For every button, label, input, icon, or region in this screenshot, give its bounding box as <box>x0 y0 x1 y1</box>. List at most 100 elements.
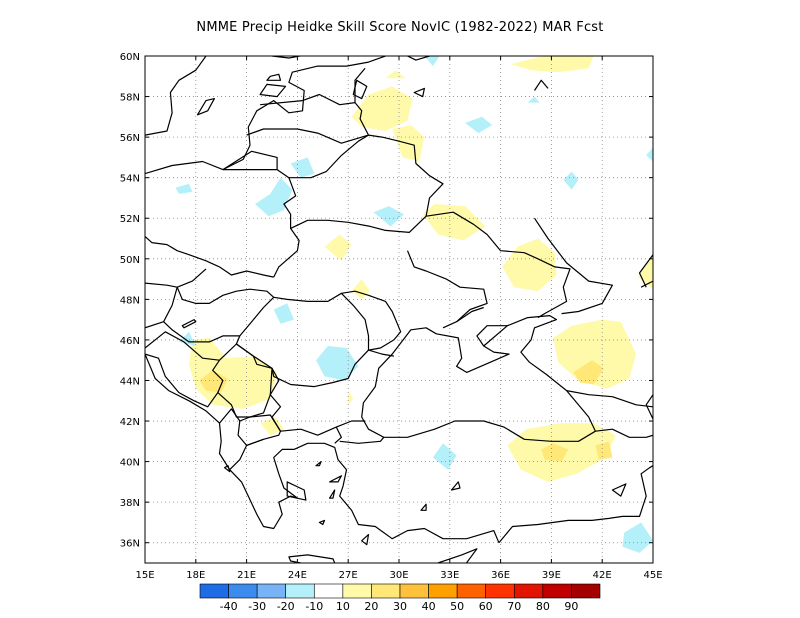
border-bulgaria <box>269 368 366 436</box>
island-naxos <box>318 519 326 526</box>
positive-skill-patch <box>553 319 637 389</box>
island-hiiumaa <box>266 73 282 81</box>
colorbar-label: -30 <box>248 600 266 613</box>
coast-adriatic <box>145 353 500 543</box>
positive-skill-patch <box>351 86 413 131</box>
island-euboea <box>286 481 307 501</box>
positive-skill-patch <box>502 238 557 292</box>
caspian-coast <box>645 394 653 420</box>
colorbar-label: 90 <box>564 600 578 613</box>
lon-tick-label: 30E <box>389 570 408 581</box>
border-latvia-estonia <box>260 93 370 136</box>
border-turkey-east <box>595 428 653 438</box>
lat-tick-label: 50N <box>120 255 140 266</box>
coast-finland <box>271 56 304 59</box>
lat-tick-label: 60N <box>120 52 140 63</box>
lon-tick-label: 36E <box>491 570 510 581</box>
lat-lon-gridlines <box>145 56 653 563</box>
lon-tick-label: 21E <box>237 570 256 581</box>
lon-tick-label: 15E <box>135 570 154 581</box>
colorbar-swatch <box>571 583 601 599</box>
negative-skill-patch <box>646 147 653 162</box>
colorbar-label: 10 <box>336 600 350 613</box>
positive-skill-patch <box>637 252 653 290</box>
border-estonia-russia <box>354 67 366 103</box>
positive-skill-patch <box>385 70 406 79</box>
lake-beysehir <box>420 503 427 511</box>
island-cyprus-west <box>437 548 478 563</box>
lon-tick-label: 42E <box>593 570 612 581</box>
colorbar-swatch <box>199 583 229 599</box>
negative-skill-patch <box>432 443 457 470</box>
chart-title: NMME Precip Heidke Skill Score NovIC (19… <box>196 20 604 35</box>
border-romania-ukraine <box>273 290 402 351</box>
negative-skill-patch <box>527 96 540 103</box>
colorbar-label: 70 <box>507 600 521 613</box>
lat-tick-label: 46N <box>120 336 140 347</box>
border-russia-kazakhstan <box>640 280 653 288</box>
negative-skill-patch <box>465 116 493 134</box>
border-belarus-ukraine <box>290 211 571 319</box>
colorbar-label: 40 <box>422 600 436 613</box>
colorbar-swatch <box>456 583 487 599</box>
border-lithuania-latvia <box>246 128 369 144</box>
border-russia-caucasus <box>566 390 653 408</box>
colorbar-label: 30 <box>393 600 407 613</box>
lon-tick-label: 24E <box>288 570 307 581</box>
coast-sweden <box>145 56 207 136</box>
lake-ilmen <box>413 87 425 98</box>
lon-tick-label: 18E <box>186 570 205 581</box>
border-turkey-greece <box>334 426 342 444</box>
lat-tick-label: 42N <box>120 417 140 428</box>
colorbar-swatch <box>256 583 287 599</box>
colorbar-label: 20 <box>364 600 378 613</box>
coast-azov-north <box>476 325 508 347</box>
negative-skill-patch <box>290 157 315 178</box>
colorbar-label: 60 <box>479 600 493 613</box>
river-dnieper <box>406 250 488 329</box>
coast-marmara-blacksea <box>339 315 597 444</box>
negative-skill-patch <box>316 346 359 381</box>
island-rhodes <box>361 533 370 546</box>
lat-tick-label: 48N <box>120 295 140 306</box>
border-croatia-bosnia <box>145 331 224 408</box>
island-lesbos <box>329 475 342 483</box>
river-danube-delta <box>368 349 395 357</box>
positive-skill-patch <box>324 234 352 261</box>
colorbar-swatch <box>228 583 258 599</box>
negative-skill-patch <box>255 177 293 217</box>
colorbar-swatch <box>342 583 372 599</box>
colorbar-label: 50 <box>450 600 464 613</box>
negative-skill-patch <box>424 56 440 67</box>
lon-tick-label: 27E <box>339 570 358 581</box>
border-moldova-romania <box>340 292 370 351</box>
island-gotland <box>196 97 215 116</box>
border-kaliningrad <box>222 150 278 171</box>
lake-tuz <box>450 481 461 491</box>
lon-tick-label: 45E <box>643 570 662 581</box>
island-saaremaa <box>259 83 287 98</box>
river-don <box>534 217 614 315</box>
positive-skill-patch <box>422 204 486 241</box>
lat-tick-label: 58N <box>120 93 140 104</box>
island-crete <box>288 554 336 563</box>
colorbar-label: -10 <box>305 600 323 613</box>
colorbar-swatch <box>428 583 458 599</box>
border-serbia-montenegro <box>217 343 273 418</box>
lake-ladoga-edge <box>407 56 430 61</box>
negative-skill-patch <box>175 183 193 194</box>
coast-baltic-south <box>145 56 386 175</box>
country-boundaries <box>145 56 653 563</box>
negative-skill-patch <box>273 303 294 324</box>
river-volga <box>638 254 653 288</box>
lat-tick-label: 54N <box>120 174 140 185</box>
positive-skill-patch <box>510 56 594 73</box>
border-austria <box>145 282 178 329</box>
positive-skill-patch <box>260 417 284 436</box>
lat-tick-label: 40N <box>120 458 140 469</box>
lat-tick-label: 56N <box>120 133 140 144</box>
colorbar-swatch <box>371 583 401 599</box>
colorbar-swatch <box>285 583 315 599</box>
lon-tick-label: 39E <box>542 570 561 581</box>
